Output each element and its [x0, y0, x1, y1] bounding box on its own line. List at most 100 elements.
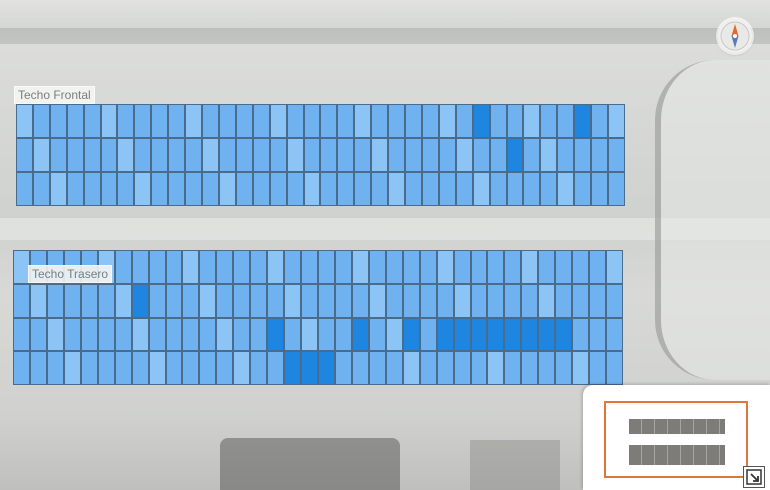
- solar-panel[interactable]: [540, 172, 558, 206]
- solar-panel[interactable]: [438, 138, 456, 172]
- solar-panel[interactable]: [351, 317, 369, 352]
- solar-panel[interactable]: [252, 172, 270, 206]
- solar-panel[interactable]: [267, 317, 285, 352]
- solar-panel[interactable]: [131, 351, 149, 385]
- solar-panel[interactable]: [168, 104, 186, 138]
- minimap-viewport[interactable]: [604, 401, 748, 478]
- solar-panel[interactable]: [165, 250, 183, 284]
- solar-panel[interactable]: [540, 104, 558, 138]
- solar-panel[interactable]: [371, 104, 389, 138]
- solar-panel[interactable]: [80, 283, 98, 318]
- solar-panel[interactable]: [402, 250, 420, 284]
- solar-panel[interactable]: [385, 250, 403, 284]
- solar-panel[interactable]: [521, 283, 539, 318]
- solar-panel[interactable]: [134, 104, 152, 138]
- solar-panel[interactable]: [523, 104, 541, 138]
- solar-panel[interactable]: [368, 250, 386, 284]
- solar-panel[interactable]: [506, 172, 524, 206]
- solar-panel[interactable]: [117, 138, 135, 172]
- solar-panel[interactable]: [591, 138, 609, 172]
- solar-panel[interactable]: [574, 172, 592, 206]
- solar-panel[interactable]: [100, 104, 118, 138]
- solar-panel[interactable]: [267, 250, 285, 284]
- solar-panel[interactable]: [46, 317, 64, 352]
- solar-panel[interactable]: [608, 138, 625, 172]
- solar-panel[interactable]: [589, 283, 607, 318]
- solar-panel[interactable]: [250, 283, 268, 318]
- solar-panel[interactable]: [218, 104, 236, 138]
- solar-panel[interactable]: [235, 172, 253, 206]
- compass-icon[interactable]: [718, 19, 752, 53]
- solar-panel[interactable]: [506, 138, 524, 172]
- roof-label-back[interactable]: Techo Trasero: [28, 265, 113, 283]
- solar-panel[interactable]: [354, 172, 372, 206]
- solar-panel[interactable]: [182, 250, 200, 284]
- solar-panel[interactable]: [16, 138, 33, 172]
- solar-panel[interactable]: [436, 317, 454, 352]
- solar-panel[interactable]: [334, 250, 352, 284]
- solar-panel[interactable]: [557, 104, 575, 138]
- solar-panel[interactable]: [16, 104, 33, 138]
- solar-panel[interactable]: [368, 283, 386, 318]
- solar-panel[interactable]: [589, 351, 607, 385]
- solar-panel[interactable]: [83, 172, 101, 206]
- solar-panel[interactable]: [523, 138, 541, 172]
- solar-panel[interactable]: [13, 351, 30, 385]
- solar-panel[interactable]: [405, 104, 422, 138]
- solar-panel[interactable]: [114, 283, 132, 318]
- solar-panel[interactable]: [555, 351, 573, 385]
- solar-panel[interactable]: [202, 138, 219, 172]
- solar-panel[interactable]: [557, 172, 575, 206]
- solar-panel[interactable]: [32, 172, 50, 206]
- solar-panel[interactable]: [13, 317, 30, 352]
- solar-panel[interactable]: [470, 351, 488, 385]
- solar-panel[interactable]: [421, 104, 439, 138]
- solar-panel[interactable]: [320, 172, 338, 206]
- solar-panel[interactable]: [521, 351, 539, 385]
- solar-panel[interactable]: [557, 138, 575, 172]
- solar-panel[interactable]: [402, 317, 420, 352]
- solar-panel[interactable]: [301, 351, 318, 385]
- solar-panel[interactable]: [218, 172, 236, 206]
- solar-panel[interactable]: [572, 250, 590, 284]
- solar-panel[interactable]: [388, 172, 406, 206]
- solar-panel[interactable]: [388, 104, 406, 138]
- solar-panel[interactable]: [233, 317, 251, 352]
- solar-panel[interactable]: [489, 172, 507, 206]
- solar-panel[interactable]: [608, 104, 625, 138]
- solar-panel[interactable]: [385, 351, 403, 385]
- solar-panel[interactable]: [572, 283, 590, 318]
- solar-panel[interactable]: [32, 104, 50, 138]
- solar-panel[interactable]: [199, 351, 217, 385]
- solar-panel[interactable]: [13, 283, 30, 318]
- solar-panel[interactable]: [114, 317, 132, 352]
- solar-array-back[interactable]: [13, 250, 623, 385]
- solar-panel[interactable]: [572, 351, 590, 385]
- solar-panel[interactable]: [318, 317, 335, 352]
- solar-panel[interactable]: [436, 250, 454, 284]
- solar-panel[interactable]: [233, 351, 251, 385]
- solar-panel[interactable]: [453, 317, 471, 352]
- solar-panel[interactable]: [63, 351, 81, 385]
- solar-panel[interactable]: [606, 283, 623, 318]
- solar-panel[interactable]: [521, 317, 539, 352]
- solar-panel[interactable]: [131, 317, 149, 352]
- solar-panel[interactable]: [455, 172, 473, 206]
- solar-panel[interactable]: [83, 104, 101, 138]
- solar-panel[interactable]: [489, 138, 507, 172]
- solar-panel[interactable]: [504, 250, 522, 284]
- solar-panel[interactable]: [337, 172, 355, 206]
- solar-panel[interactable]: [284, 250, 302, 284]
- solar-panel[interactable]: [538, 250, 556, 284]
- solar-panel[interactable]: [574, 138, 592, 172]
- solar-panel[interactable]: [185, 138, 203, 172]
- solar-panel[interactable]: [472, 104, 490, 138]
- solar-panel[interactable]: [83, 138, 101, 172]
- solar-panel[interactable]: [351, 283, 369, 318]
- solar-panel[interactable]: [368, 351, 386, 385]
- solar-panel[interactable]: [134, 172, 152, 206]
- solar-panel[interactable]: [438, 172, 456, 206]
- solar-panel[interactable]: [385, 283, 403, 318]
- solar-panel[interactable]: [334, 317, 352, 352]
- solar-panel[interactable]: [334, 283, 352, 318]
